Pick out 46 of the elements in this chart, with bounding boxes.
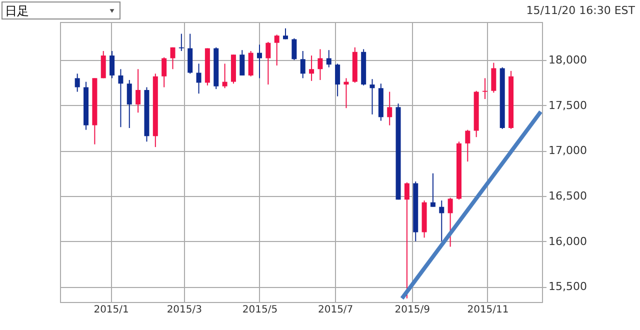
candlestick (266, 41, 271, 86)
candlestick (136, 68, 141, 114)
candlestick (448, 197, 453, 248)
candlestick (309, 55, 314, 82)
candlestick (465, 129, 470, 162)
candlestick (240, 50, 245, 76)
candlestick (300, 50, 306, 79)
candlestick (256, 44, 262, 79)
candlestick (482, 78, 488, 100)
candlestick (439, 200, 444, 242)
candlestick (335, 63, 340, 97)
x-tick-label: 2015/11 (467, 304, 509, 316)
candlestick (387, 91, 392, 126)
x-tick-label: 2015/7 (318, 304, 354, 316)
candlestick (126, 79, 132, 129)
candlestick (100, 50, 106, 79)
candlestick (430, 172, 436, 208)
candlestick (404, 182, 410, 299)
x-tick-label: 2015/5 (242, 304, 278, 316)
y-tick-label: 16,000 (548, 234, 587, 248)
y-tick-label: 18,000 (548, 54, 587, 67)
candlestick (118, 68, 124, 128)
candlestick (222, 63, 228, 89)
x-tick-label: 2015/1 (94, 304, 129, 316)
candlestick (491, 62, 496, 94)
candlestick (274, 34, 280, 66)
y-tick-label: 17,000 (548, 144, 587, 158)
candlestick (162, 56, 167, 88)
candlestick (248, 50, 254, 77)
x-tick-label: 2015/9 (394, 304, 430, 316)
candlestick (178, 33, 184, 52)
candlestick (318, 48, 323, 80)
y-tick-label: 16,500 (548, 189, 587, 202)
candlestick (292, 38, 297, 61)
x-tick-label: 2015/3 (166, 304, 202, 316)
y-tick-label: 15,500 (548, 280, 587, 294)
chart-title: 日足 (5, 4, 29, 18)
candlestick (74, 73, 80, 92)
candlestick (370, 78, 375, 115)
candlestick (344, 78, 349, 109)
candlestick (196, 63, 202, 94)
text: 15/11/20 16:30 EST (526, 4, 636, 17)
candlestick (110, 50, 115, 79)
y-tick-label: 17,500 (548, 98, 587, 112)
candlestick (326, 50, 332, 68)
candlestick (170, 46, 176, 70)
